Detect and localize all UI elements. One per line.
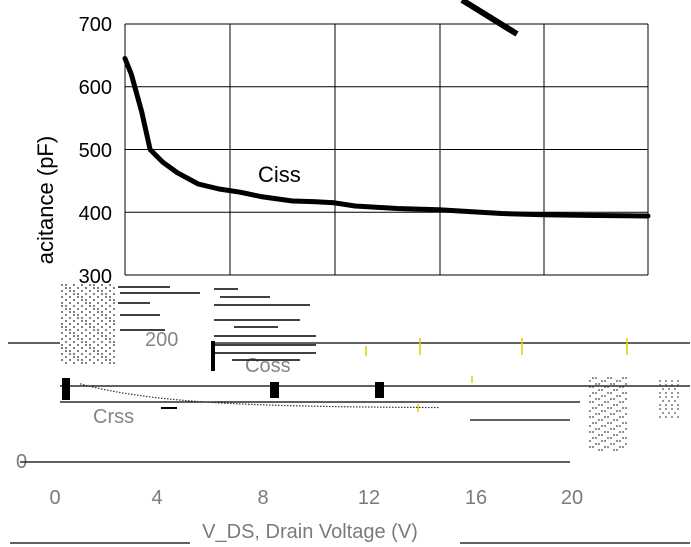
y-tick-label-700: 700 xyxy=(79,14,112,36)
y-tick-label-400: 400 xyxy=(79,203,112,225)
x-tick-label-16: 16 xyxy=(465,487,487,509)
series-line-ciss xyxy=(122,56,651,219)
x-tick-label-8: 8 xyxy=(257,487,268,509)
x-tick-label-4: 4 xyxy=(151,487,162,509)
artifact-block xyxy=(211,341,215,371)
x-tick-label-12: 12 xyxy=(358,487,380,509)
y-axis-label: acitance (pF) xyxy=(33,136,58,264)
artifact-block xyxy=(62,378,70,400)
y-tick-label-500: 500 xyxy=(79,140,112,162)
fragment-coss: Coss xyxy=(245,355,291,377)
y-tick-label-300: 300 xyxy=(79,266,112,288)
artifact-block xyxy=(161,407,177,409)
x-tick-label-0: 0 xyxy=(49,487,60,509)
corrupted-lower-region xyxy=(8,284,690,544)
corner-artifact xyxy=(460,0,519,37)
x-tick-label-20: 20 xyxy=(561,487,583,509)
fragment-crss: Crss xyxy=(93,406,134,428)
artifact-block xyxy=(375,382,384,398)
lower-y-tick-0: 0 xyxy=(16,451,27,473)
fragment-200: 200 xyxy=(145,329,178,351)
grid-upper xyxy=(124,23,649,276)
series-label-ciss: Ciss xyxy=(258,162,301,187)
x-axis-label: V_DS, Drain Voltage (V) xyxy=(202,521,418,543)
artifact-block xyxy=(270,382,279,398)
y-tick-label-600: 600 xyxy=(79,77,112,99)
